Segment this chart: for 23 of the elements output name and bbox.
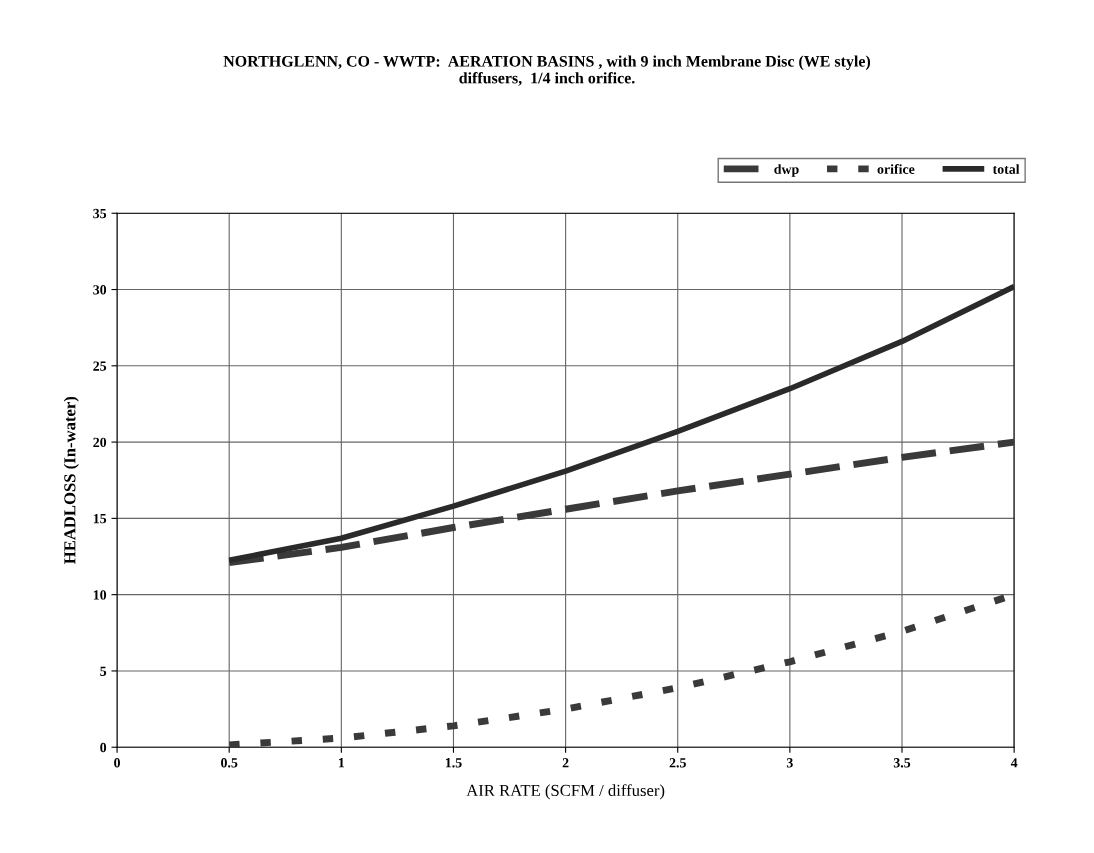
x-tick-label: 3.5 [893, 758, 911, 768]
x-tick-label: 2 [562, 758, 569, 768]
legend-label: orifice [877, 163, 915, 174]
y-tick-label: 20 [93, 437, 107, 448]
y-axis-title: HEADLOSS (In-water) [63, 396, 79, 564]
y-tick-label: 30 [93, 285, 107, 295]
x-tick-label: 1 [338, 758, 345, 768]
x-tick-label: 0.5 [221, 758, 238, 768]
legend-label: dwp [774, 164, 799, 177]
x-tick-label: 4 [1010, 758, 1018, 768]
chart-title: NORTHGLENN, CO - WWTP: AERATION BASINS , with 9 inch Membrane Disc (WE style) diffusers, 1/4 inch orifice. [223, 55, 871, 86]
y-tick-label: 15 [93, 514, 107, 524]
y-tick-label: 35 [93, 208, 107, 219]
x-axis-title: AIR RATE (SCFM / diffuser) [466, 784, 665, 800]
x-tick-label: 1.5 [445, 758, 462, 768]
y-tick-label: 0 [100, 742, 107, 753]
x-tick-label: 3 [786, 758, 793, 768]
y-tick-label: 10 [93, 590, 107, 600]
y-tick-label: 25 [93, 361, 107, 371]
x-tick-label: 0 [114, 758, 120, 768]
y-tick-label: 5 [100, 666, 107, 676]
x-tick-label: 2.5 [669, 758, 686, 768]
legend-label: total [992, 164, 1020, 174]
